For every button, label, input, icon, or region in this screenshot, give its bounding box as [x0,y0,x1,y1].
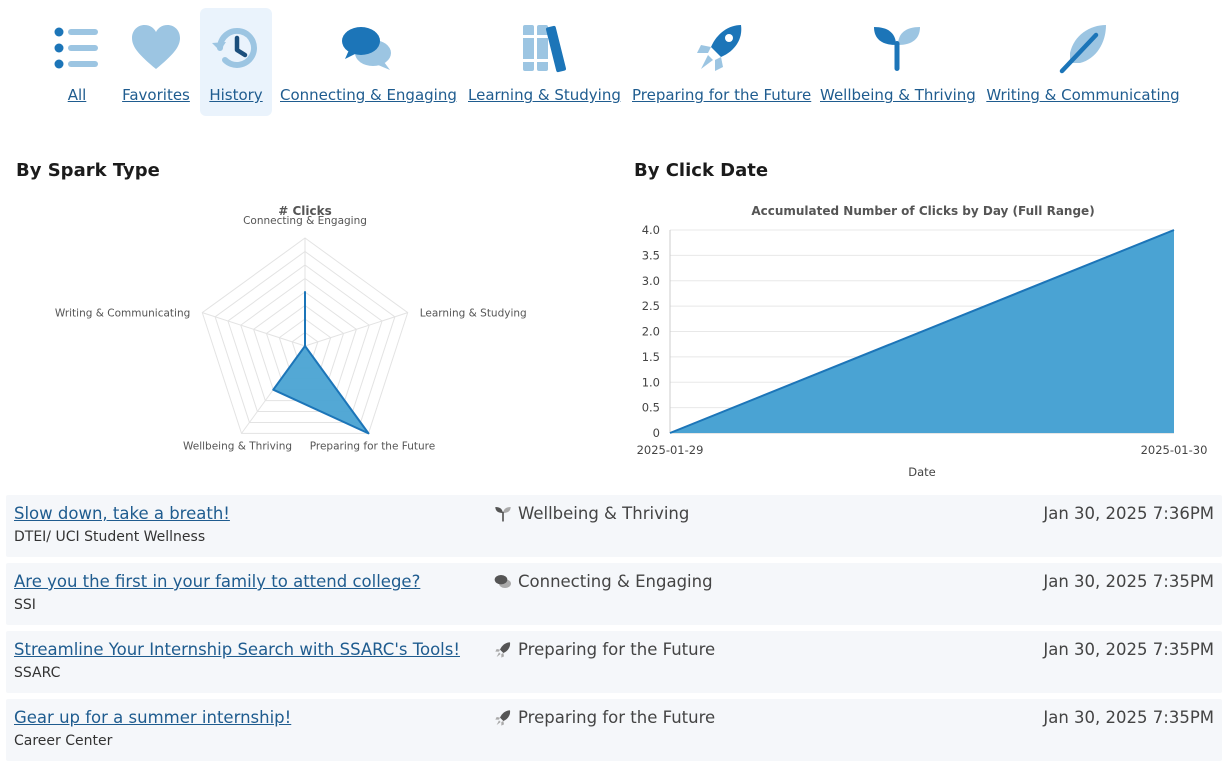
rocket-icon [494,641,514,661]
nav-connecting-engaging[interactable]: Connecting & Engaging [280,8,457,116]
radar-chart: Connecting & Engaging Learning & Studying… [55,215,527,452]
chat-bubbles-icon [494,573,514,593]
click-date: Jan 30, 2025 7:35PM [1043,640,1214,659]
area-chart: 4.0 3.5 3.0 2.5 2.0 1.5 1.0 0.5 0 2025-01-29 2025-… [637,223,1208,479]
spark-title-link[interactable]: Are you the first in your family to atte… [14,572,421,591]
spark-source: SSARC [14,665,61,681]
x-tick-label: 2025-01-30 [1141,443,1208,457]
list-item: Gear up for a summer internship! Career … [6,699,1222,761]
radar-axis-label: Connecting & Engaging [243,215,367,227]
radar-spoke [304,312,408,347]
radar-axis-label: Preparing for the Future [310,440,435,452]
history-icon [208,20,264,76]
by-spark-type-heading: By Spark Type [16,160,160,181]
area-chart-title: Accumulated Number of Clicks by Day (Ful… [751,204,1095,218]
y-tick-label: 0 [653,426,660,440]
y-tick-label: 1.5 [642,350,660,364]
x-axis-label: Date [908,465,936,479]
spark-category: Preparing for the Future [518,708,716,727]
radar-chart-title: # Clicks [278,204,332,218]
books-icon [516,20,572,76]
rocket-icon [494,709,514,729]
radar-grid-ring [227,264,383,413]
nav-label: Learning & Studying [468,86,621,104]
list-icon [49,20,105,76]
spark-category: Connecting & Engaging [518,572,713,591]
spark-category: Preparing for the Future [518,640,716,659]
spark-category: Wellbeing & Thriving [518,504,690,523]
nav-label: All [67,86,87,104]
y-tick-label: 0.5 [642,401,660,415]
list-item: Are you the first in your family to atte… [6,563,1222,625]
click-date: Jan 30, 2025 7:35PM [1043,708,1214,727]
y-tick-label: 3.0 [642,274,660,288]
radar-data-area [272,291,370,435]
nav-wellbeing-thriving[interactable]: Wellbeing & Thriving [820,8,976,116]
spark-title-link[interactable]: Slow down, take a breath! [14,504,230,523]
by-click-date-heading: By Click Date [634,160,769,181]
nav-label: Favorites [122,86,190,104]
feather-icon [1055,20,1111,76]
nav-history[interactable]: History [200,8,272,116]
spark-title-link[interactable]: Gear up for a summer internship! [14,708,292,727]
click-date: Jan 30, 2025 7:35PM [1043,572,1214,591]
x-tick-label: 2025-01-29 [637,443,704,457]
radar-axis-label: Writing & Communicating [55,308,190,320]
rocket-icon [692,20,748,76]
spark-source: SSI [14,597,36,613]
radar-grid-ring [214,250,396,423]
spark-source: Career Center [14,733,113,749]
nav-preparing-future[interactable]: Preparing for the Future [632,8,812,116]
radar-spoke [202,312,306,347]
nav-favorites[interactable]: Favorites [120,8,192,116]
nav-label: Connecting & Engaging [280,86,457,104]
radar-axis-label: Learning & Studying [420,308,527,320]
nav-label: Preparing for the Future [632,86,812,104]
area-line [669,229,1175,434]
click-date: Jan 30, 2025 7:36PM [1043,504,1214,523]
y-tick-label: 2.5 [642,299,660,313]
nav-writing-communicating[interactable]: Writing & Communicating [986,8,1180,116]
nav-label: Writing & Communicating [986,86,1180,104]
chat-bubbles-icon [339,20,395,76]
nav-label: Wellbeing & Thriving [820,86,976,104]
spark-title-link[interactable]: Streamline Your Internship Search with S… [14,640,460,659]
nav-all[interactable]: All [44,8,110,116]
radar-grid-ring [201,237,409,434]
list-item: Slow down, take a breath! DTEI/ UCI Stud… [6,495,1222,557]
list-item: Streamline Your Internship Search with S… [6,631,1222,693]
sprout-icon [494,505,514,525]
y-tick-label: 1.0 [642,375,660,389]
y-tick-label: 2.0 [642,325,660,339]
heart-icon [128,20,184,76]
nav-learning-studying[interactable]: Learning & Studying [468,8,621,116]
nav-label: History [209,86,263,104]
y-tick-label: 4.0 [642,223,660,237]
spark-source: DTEI/ UCI Student Wellness [14,529,206,545]
y-tick-label: 3.5 [642,248,660,262]
sprout-icon [869,20,925,76]
radar-axis-label: Wellbeing & Thriving [183,440,292,452]
